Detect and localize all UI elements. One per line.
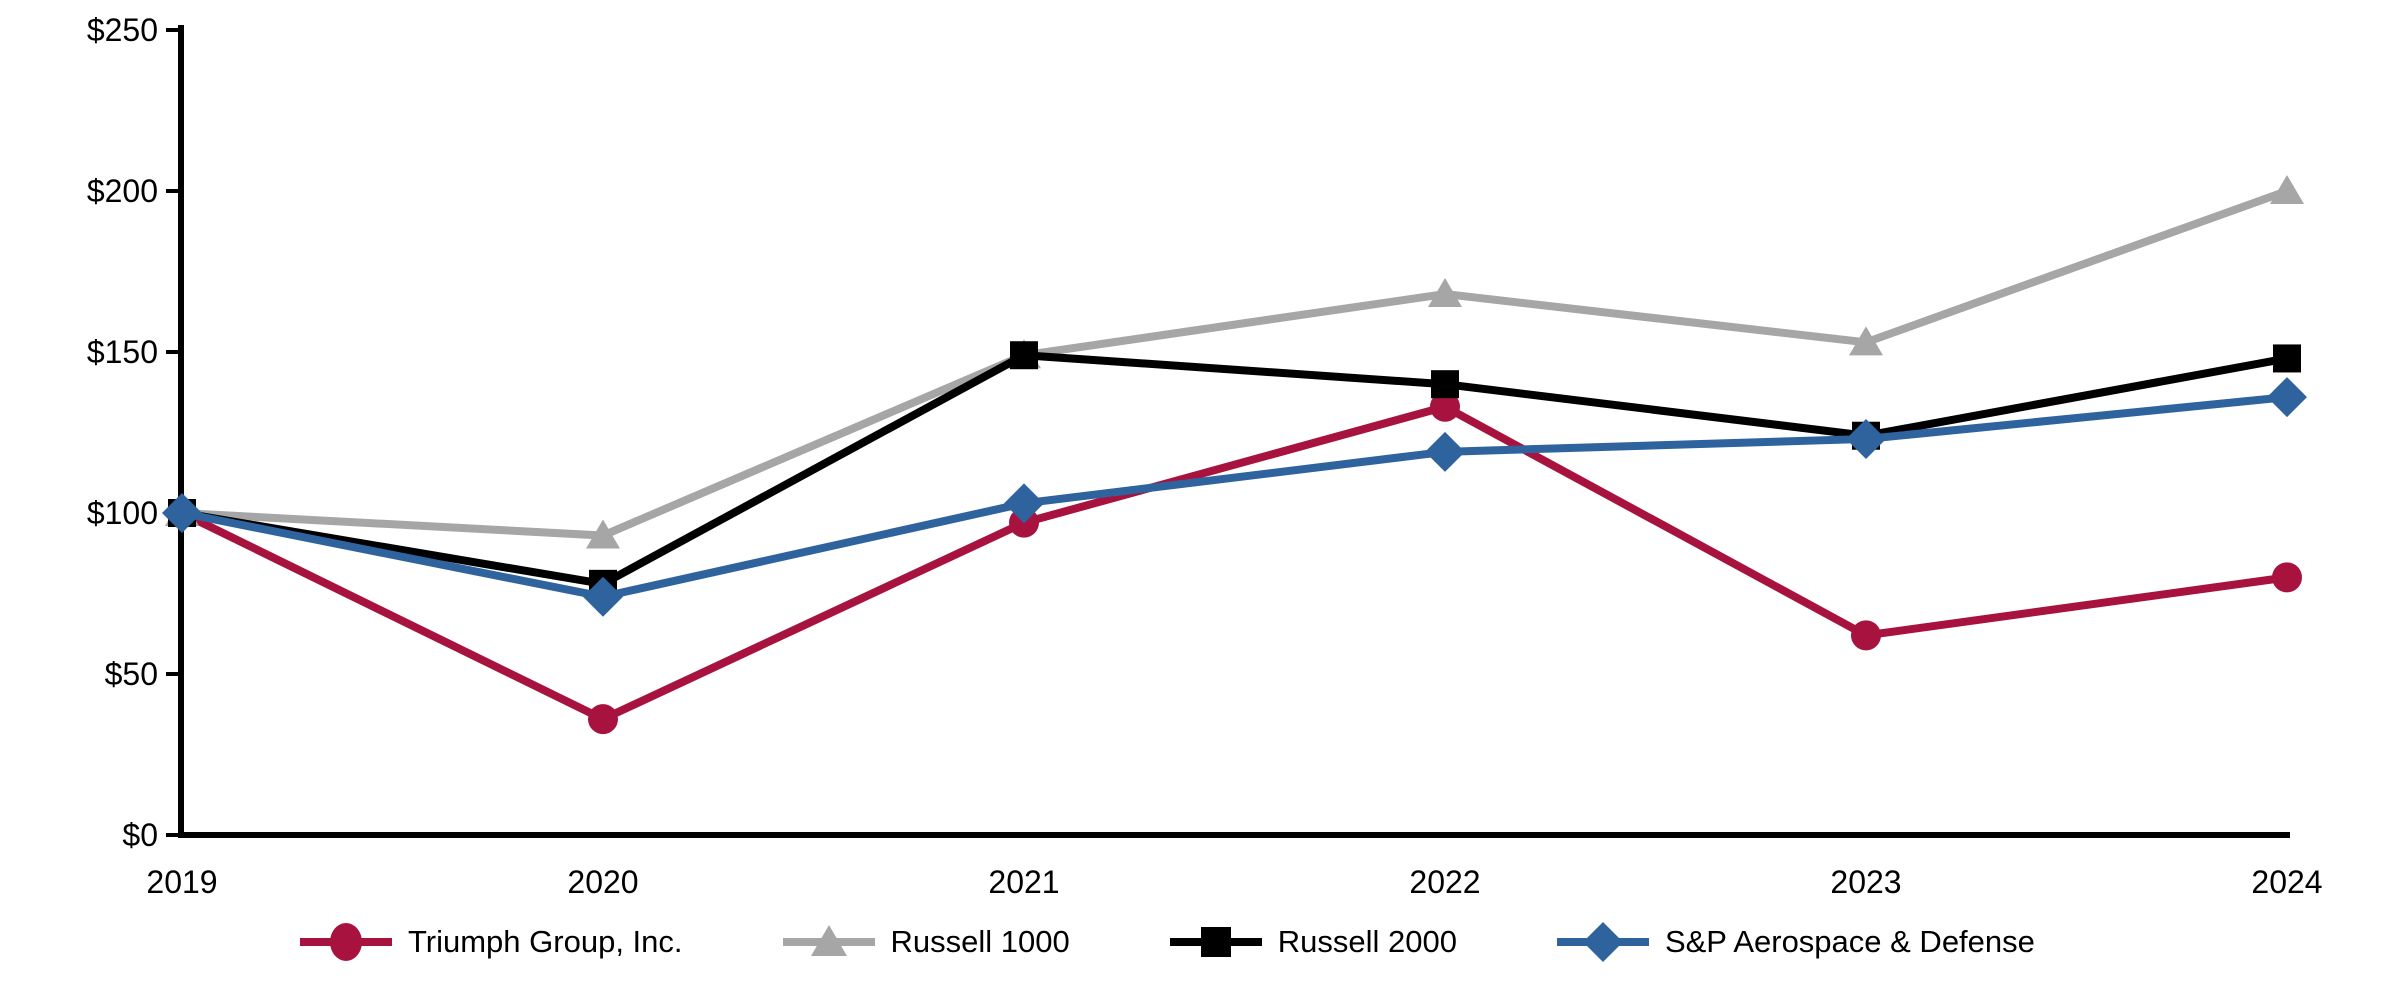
chart-legend: Triumph Group, Inc. Russell 1000 Russell 2… [300, 918, 2035, 966]
triangle-marker-russell-1000 [1428, 278, 1462, 308]
x-tick-label: 2019 [146, 864, 217, 900]
square-icon [1200, 927, 1231, 957]
diamond-marker-s-p-aerospace-defense [1846, 418, 1886, 459]
series-line-russell-2000 [181, 351, 2288, 589]
circle-marker-triumph-group-inc [1430, 391, 1460, 422]
y-tick-label: $200 [87, 173, 158, 209]
square-legend-icon [1169, 927, 1262, 957]
square-marker-russell-2000 [1010, 341, 1038, 370]
series-s-p-aerospace-defense [162, 377, 2307, 617]
x-tick-label: 2024 [2251, 864, 2322, 900]
triangle-legend-icon [782, 925, 875, 956]
series-russell-2000 [168, 341, 2301, 598]
diamond-marker-s-p-aerospace-defense [583, 576, 623, 617]
y-tick-label: $150 [87, 334, 158, 370]
y-tick-label: $250 [87, 12, 158, 48]
diamond-marker-s-p-aerospace-defense [2267, 377, 2307, 418]
series-line-s-p-aerospace-defense [181, 393, 2288, 601]
y-tick-label: $100 [87, 495, 158, 531]
diamond-icon [1582, 922, 1623, 962]
circle-marker-triumph-group-inc [2272, 562, 2302, 593]
diamond-marker-s-p-aerospace-defense [162, 493, 202, 533]
triangle-marker-russell-1000 [2270, 175, 2304, 204]
diamond-legend-icon [1556, 922, 1649, 962]
legend-label: Russell 2000 [1277, 924, 1457, 959]
diamond-marker-s-p-aerospace-defense [1425, 431, 1465, 472]
legend-item-triumph-group-inc: Triumph Group, Inc. [300, 918, 683, 966]
series-line-triumph-group-inc [180, 402, 2288, 724]
legend-item-russell-2000: Russell 2000 [1169, 918, 1457, 966]
square-marker-russell-2000 [2273, 344, 2301, 373]
legend-label: Russell 1000 [890, 924, 1070, 959]
square-marker-russell-2000 [1431, 370, 1459, 399]
y-tick-label: $50 [105, 656, 158, 692]
legend-item-s-p-aerospace-defense: S&P Aerospace & Defense [1556, 918, 2035, 966]
legend-item-russell-1000: Russell 1000 [782, 918, 1070, 966]
circle-marker-triumph-group-inc [1851, 620, 1881, 651]
triangle-icon [810, 925, 847, 956]
x-tick-label: 2022 [1409, 864, 1480, 900]
circle-icon [330, 923, 362, 961]
triangle-marker-russell-1000 [1849, 326, 1883, 356]
legend-label: Triumph Group, Inc. [408, 924, 683, 959]
x-tick-label: 2023 [1830, 864, 1901, 900]
legend-label: S&P Aerospace & Defense [1664, 924, 2035, 959]
y-tick-label: $0 [122, 817, 158, 853]
triangle-marker-russell-1000 [586, 519, 620, 549]
series-russell-1000 [165, 175, 2304, 549]
diamond-marker-s-p-aerospace-defense [1004, 483, 1044, 524]
circle-marker-triumph-group-inc [588, 704, 618, 735]
x-tick-label: 2020 [567, 864, 638, 900]
x-tick-label: 2021 [988, 864, 1059, 900]
series-line-russell-1000 [181, 187, 2289, 540]
circle-legend-icon [300, 923, 392, 961]
